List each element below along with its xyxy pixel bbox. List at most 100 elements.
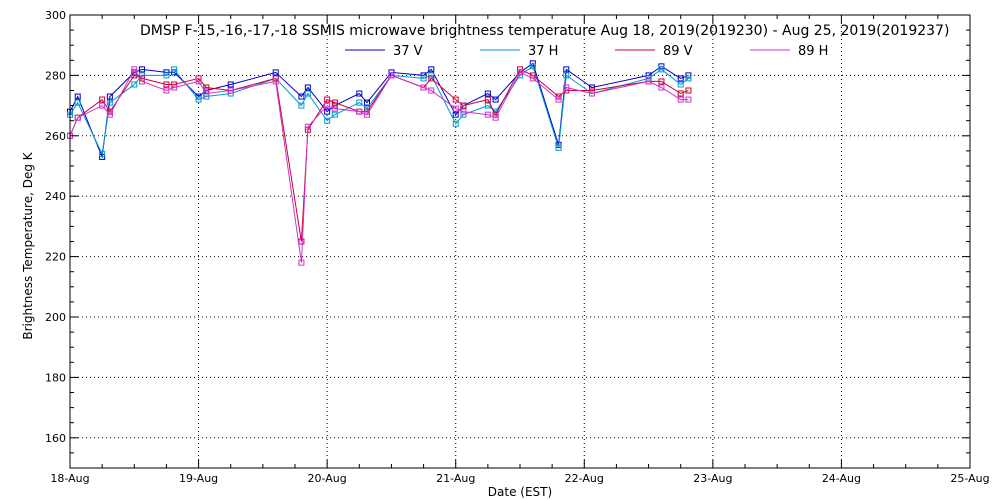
data-point bbox=[563, 72, 570, 79]
data-point bbox=[484, 96, 491, 103]
x-tick-label: 20-Aug bbox=[308, 472, 347, 485]
data-point bbox=[139, 66, 145, 73]
data-point bbox=[452, 111, 459, 118]
axis-ticks: 18-Aug 19-Aug 20-Aug 21-Aug 22-Aug 23-Aug 24-A… bbox=[45, 9, 990, 485]
data-point bbox=[428, 87, 435, 94]
legend: 37 V 37 H 89 V 89 H bbox=[345, 44, 828, 59]
y-tick-label: 240 bbox=[45, 190, 66, 203]
x-axis-title: Date (EST) bbox=[488, 485, 552, 499]
data-point bbox=[324, 96, 331, 103]
data-point bbox=[304, 90, 311, 97]
data-point bbox=[364, 99, 370, 106]
data-point bbox=[460, 102, 467, 109]
data-point bbox=[227, 90, 234, 97]
data-point bbox=[484, 90, 491, 97]
x-tick-label: 23-Aug bbox=[693, 472, 732, 485]
data-point bbox=[163, 81, 170, 88]
chart-title: DMSP F-15,-16,-17,-18 SSMIS microwave br… bbox=[140, 23, 949, 39]
y-tick-label: 220 bbox=[45, 251, 66, 264]
series-line bbox=[69, 65, 689, 156]
data-point bbox=[106, 93, 113, 100]
data-point bbox=[99, 96, 106, 103]
data-point bbox=[529, 63, 536, 70]
data-point bbox=[106, 111, 113, 118]
data-point bbox=[106, 99, 113, 106]
data-point bbox=[331, 111, 338, 118]
data-point bbox=[203, 84, 210, 91]
data-point bbox=[171, 81, 178, 88]
data-point bbox=[685, 96, 692, 103]
data-point bbox=[195, 78, 202, 85]
data-point bbox=[356, 99, 363, 106]
data-point bbox=[677, 96, 684, 103]
data-point bbox=[645, 78, 652, 85]
data-point bbox=[563, 84, 570, 91]
y-tick-label: 260 bbox=[45, 130, 66, 143]
data-point bbox=[460, 111, 467, 118]
y-tick-label: 300 bbox=[45, 9, 66, 22]
x-tick-label: 25-Aug bbox=[950, 472, 989, 485]
data-point bbox=[685, 87, 692, 94]
data-point bbox=[420, 84, 427, 91]
data-point bbox=[529, 75, 536, 82]
data-point bbox=[74, 93, 81, 100]
data-point bbox=[131, 66, 138, 73]
data-point bbox=[420, 75, 427, 82]
data-point bbox=[685, 72, 692, 79]
data-point bbox=[272, 69, 279, 76]
data-point bbox=[227, 81, 234, 88]
legend-label: 37 V bbox=[393, 44, 423, 59]
x-tick-label: 24-Aug bbox=[822, 472, 861, 485]
data-point bbox=[171, 84, 178, 91]
data-point bbox=[331, 99, 338, 106]
data-point bbox=[163, 87, 170, 94]
data-point bbox=[331, 105, 338, 112]
data-point bbox=[677, 75, 684, 82]
data-point bbox=[555, 144, 562, 151]
x-tick-label: 21-Aug bbox=[436, 472, 475, 485]
y-tick-label: 280 bbox=[45, 69, 66, 82]
data-point bbox=[658, 84, 665, 91]
data-point bbox=[589, 84, 595, 91]
data-point bbox=[677, 81, 684, 88]
data-point bbox=[563, 66, 570, 73]
data-point bbox=[452, 120, 459, 127]
data-point bbox=[298, 259, 305, 266]
data-point bbox=[428, 66, 435, 73]
data-point bbox=[452, 105, 459, 112]
data-point bbox=[131, 81, 138, 88]
data-point bbox=[74, 114, 81, 121]
legend-label: 89 V bbox=[663, 44, 693, 59]
legend-label: 37 H bbox=[528, 44, 558, 59]
y-tick-label: 180 bbox=[45, 371, 66, 384]
data-point bbox=[99, 150, 106, 157]
data-point bbox=[517, 69, 523, 76]
data-point bbox=[131, 72, 138, 79]
data-point bbox=[589, 90, 595, 97]
data-point bbox=[195, 96, 202, 103]
data-point bbox=[272, 78, 279, 85]
data-point bbox=[324, 108, 331, 115]
legend-label: 89 H bbox=[798, 44, 828, 59]
data-point bbox=[460, 108, 467, 115]
data-point bbox=[163, 72, 170, 79]
x-tick-label: 19-Aug bbox=[179, 472, 218, 485]
data-point bbox=[555, 96, 562, 103]
data-point bbox=[324, 102, 331, 109]
data-point bbox=[99, 102, 106, 109]
data-point bbox=[356, 90, 363, 97]
y-tick-label: 200 bbox=[45, 311, 66, 324]
data-point bbox=[484, 102, 491, 109]
data-point bbox=[298, 102, 305, 109]
data-point bbox=[677, 90, 684, 97]
data-point bbox=[388, 72, 395, 79]
data-point bbox=[685, 75, 692, 82]
data-point bbox=[428, 75, 435, 82]
series-line bbox=[69, 68, 689, 263]
data-point bbox=[452, 96, 459, 103]
x-tick-label: 18-Aug bbox=[50, 472, 89, 485]
data-point bbox=[203, 93, 210, 100]
y-axis-title: Brightness Temperature, Deg K bbox=[21, 151, 35, 339]
